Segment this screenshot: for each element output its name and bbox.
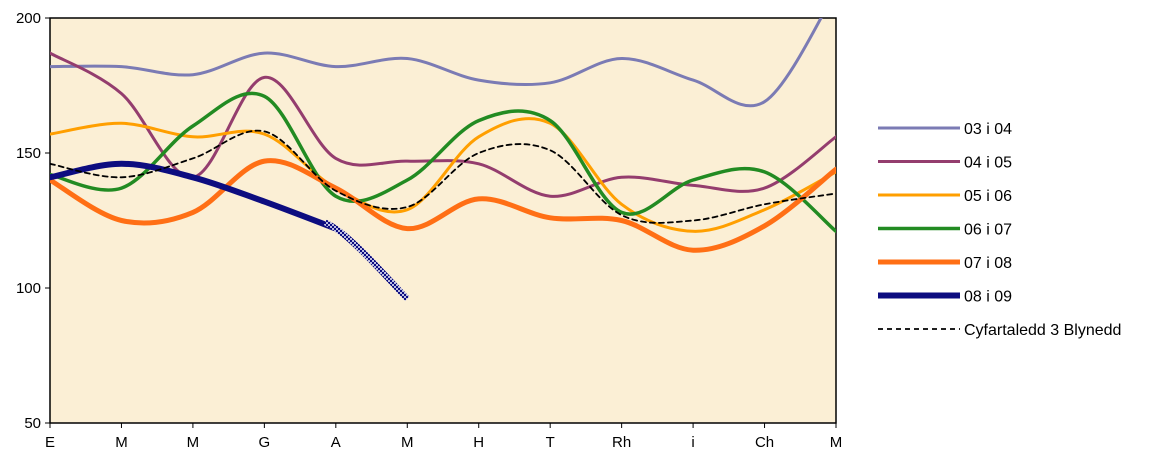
- x-tick-label: M: [115, 434, 128, 451]
- x-tick-label: i: [691, 434, 694, 451]
- legend-label-07-i-08: 07 i 08: [964, 255, 1012, 272]
- series-line-07-i-08: [50, 158, 836, 253]
- series-line-08-i-09: [50, 160, 339, 232]
- legend-label-03-i-04: 03 i 04: [964, 121, 1012, 138]
- series-lines: [50, 18, 836, 301]
- x-tick-label: T: [546, 434, 555, 451]
- y-tick-label: 150: [16, 145, 41, 162]
- y-tick-label: 200: [16, 10, 41, 27]
- x-tick-label: M: [830, 434, 843, 451]
- x-tick-label: G: [259, 434, 271, 451]
- legend-label-cyfartaledd-3-blynedd: Cyfartaledd 3 Blynedd: [964, 322, 1121, 339]
- legend-label-06-i-07: 06 i 07: [964, 222, 1012, 239]
- y-axis: 50 100 150 200: [16, 10, 50, 432]
- x-tick-label: M: [401, 434, 414, 451]
- legend-label-05-i-06: 05 i 06: [964, 188, 1012, 205]
- series-line-03-i-04: [50, 18, 823, 108]
- x-tick-label: Rh: [612, 434, 631, 451]
- series-line-cyfartaledd-3-blynedd: [50, 129, 836, 224]
- x-axis: E M M G A M H T Rh i Ch M: [45, 423, 842, 451]
- y-tick-label: 100: [16, 280, 41, 297]
- x-tick-label: H: [473, 434, 484, 451]
- y-tick-label: 50: [24, 415, 41, 432]
- legend: 03 i 04 04 i 05 05 i 06 06 i 07 07 i 08 08 i …: [878, 121, 1121, 339]
- series-line-05-i-06: [50, 117, 836, 233]
- legend-label-04-i-05: 04 i 05: [964, 155, 1012, 172]
- x-tick-label: M: [187, 434, 200, 451]
- x-tick-label: Ch: [755, 434, 774, 451]
- x-tick-label: A: [331, 434, 341, 451]
- legend-label-08-i-09: 08 i 09: [964, 289, 1012, 306]
- series-projection-08-i-09: [263, 198, 410, 301]
- x-tick-label: E: [45, 434, 55, 451]
- series-line-06-i-07: [50, 91, 836, 234]
